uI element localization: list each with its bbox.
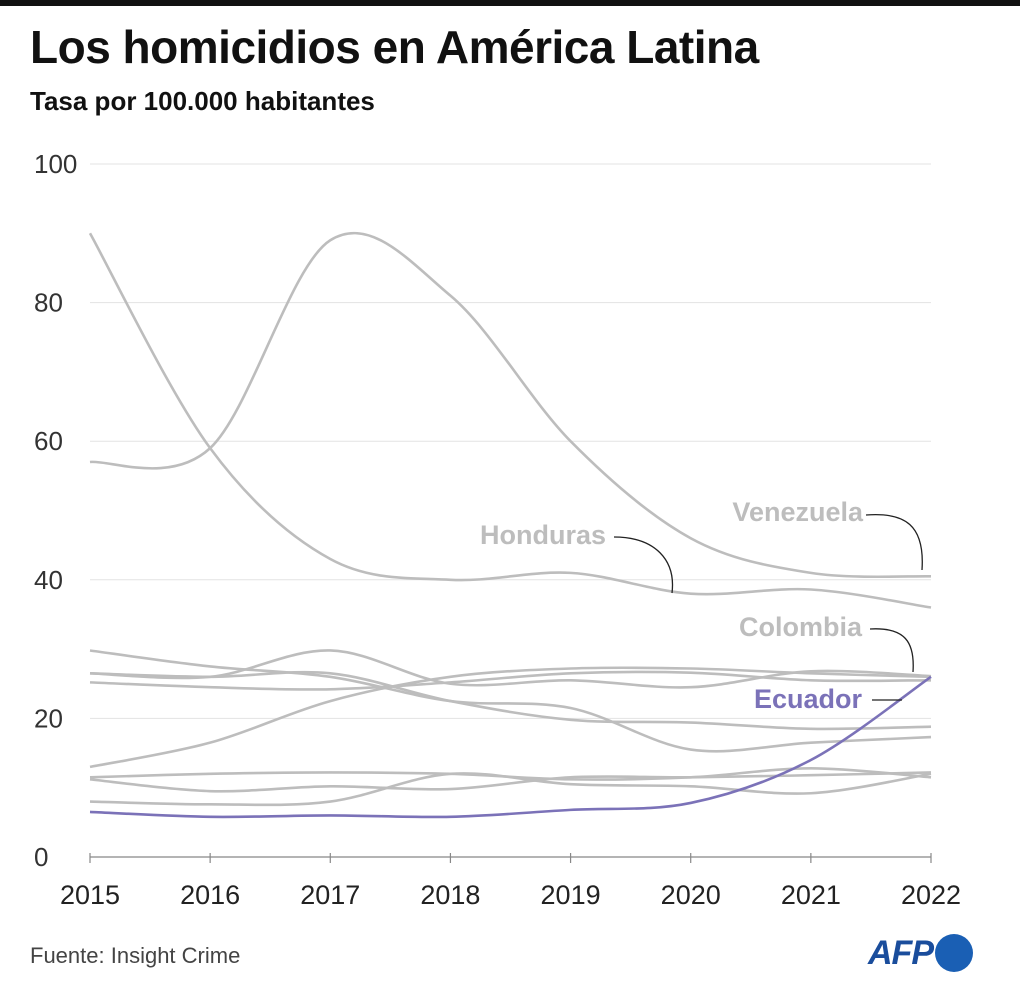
grid-lines [90, 163, 931, 719]
y-tick-label: 40 [34, 565, 63, 595]
top-rule [0, 0, 1020, 6]
x-tick-label: 2022 [901, 880, 961, 910]
y-tick-label: 20 [34, 703, 63, 733]
series-label-colombia: Colombia [739, 612, 863, 642]
series-label-venezuela: Venezuela [732, 497, 864, 527]
series-lines [88, 231, 932, 819]
series-line-ecuador [89, 675, 932, 819]
series-line-serie-4 [89, 649, 932, 753]
y-tick-label: 60 [34, 426, 63, 456]
series-line-serie-9 [89, 771, 932, 793]
chart-subtitle: Tasa por 100.000 habitantes [30, 86, 375, 116]
x-axis [89, 853, 932, 863]
series-line-colombia [89, 649, 932, 689]
series-labels: Venezuela Honduras Colombia Ecuador [480, 497, 923, 714]
series-line-honduras [88, 232, 932, 609]
series-label-honduras: Honduras [480, 520, 606, 550]
y-tick-label: 100 [34, 149, 77, 179]
y-tick-label: 0 [34, 842, 48, 872]
x-tick-label: 2021 [781, 880, 841, 910]
x-axis-labels: 2015 2016 2017 2018 2019 2020 2021 2022 [60, 880, 961, 910]
x-tick-label: 2015 [60, 880, 120, 910]
chart-title: Los homicidios en América Latina [30, 21, 759, 73]
series-line-venezuela [89, 231, 932, 579]
y-tick-label: 80 [34, 288, 63, 318]
afp-logo-text: AFP [868, 933, 934, 972]
series-label-ecuador: Ecuador [754, 684, 863, 714]
series-line-serie-10 [89, 772, 932, 807]
x-tick-label: 2020 [661, 880, 721, 910]
x-tick-label: 2018 [420, 880, 480, 910]
x-tick-label: 2017 [300, 880, 360, 910]
y-axis-labels: 0 20 40 60 80 100 [34, 149, 77, 872]
source-note: Fuente: Insight Crime [30, 943, 241, 968]
leader-line-honduras [613, 536, 674, 594]
afp-logo-dot-icon [935, 934, 973, 972]
x-tick-label: 2019 [541, 880, 601, 910]
x-tick-label: 2016 [180, 880, 240, 910]
series-line-serie-5 [89, 670, 932, 691]
series-line-serie-6 [89, 666, 932, 769]
afp-logo: AFP [868, 934, 973, 972]
leader-line-venezuela [865, 513, 923, 571]
series-line-serie-7 [89, 670, 932, 731]
leader-line-colombia [869, 628, 914, 673]
